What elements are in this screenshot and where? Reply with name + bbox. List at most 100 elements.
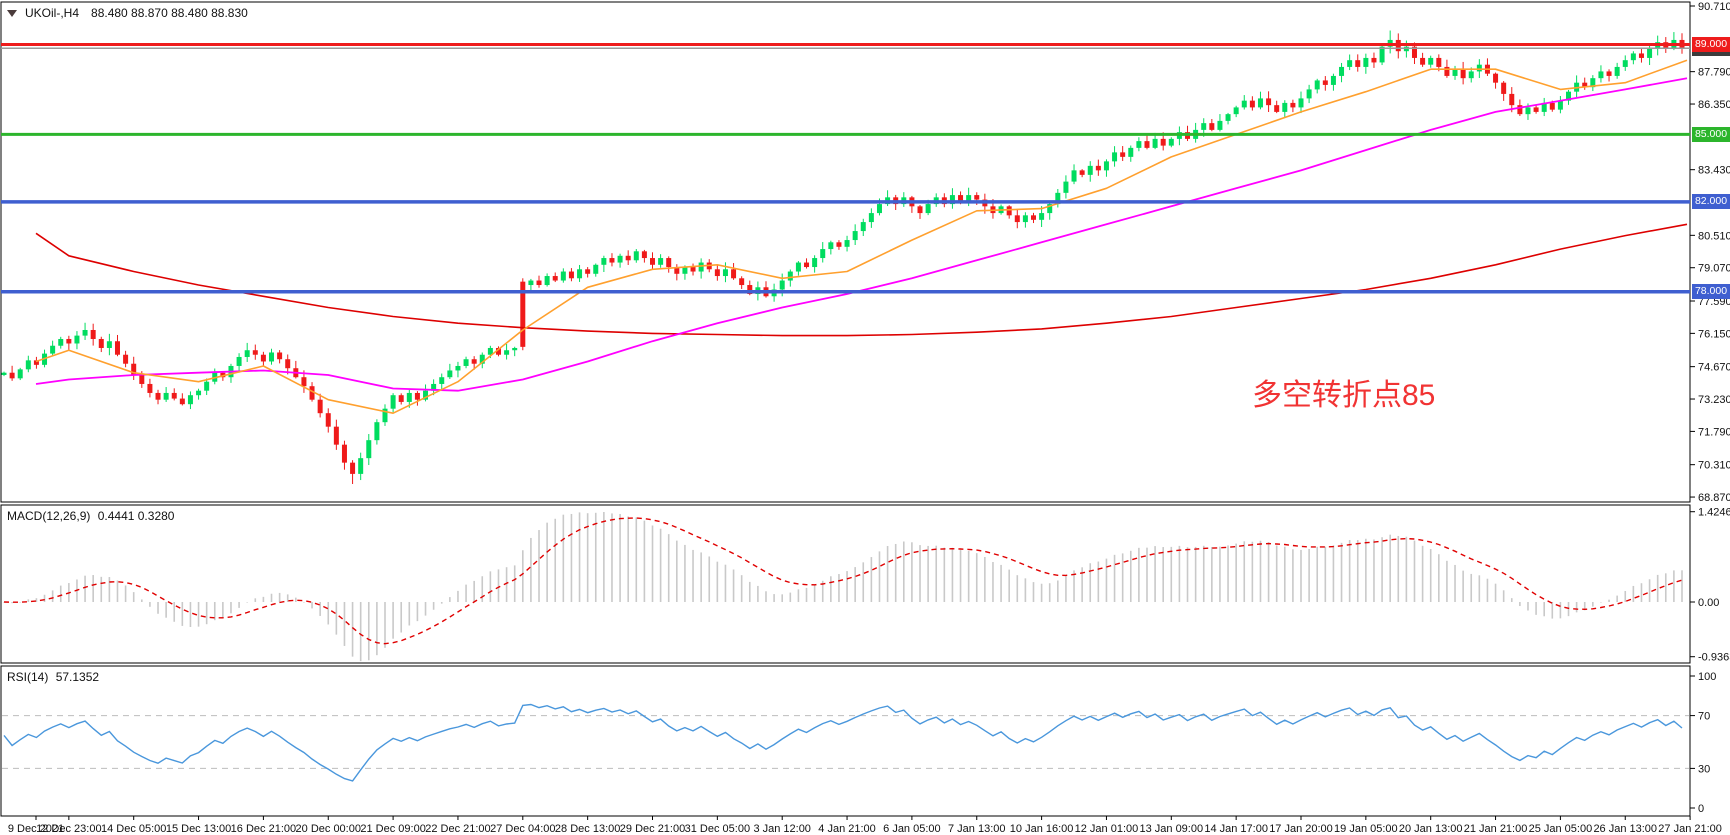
macd-histogram-bar (1129, 550, 1132, 602)
macd-histogram-bar (1048, 583, 1051, 602)
candle-body (1314, 80, 1320, 90)
macd-histogram-bar (1316, 546, 1319, 602)
ma-fast-orange-line (35, 59, 1688, 415)
macd-axis-label: 0.00 (1698, 597, 1719, 609)
candle-body (828, 242, 834, 250)
ma-slow-magenta-line (35, 77, 1688, 392)
macd-panel[interactable] (0, 504, 1691, 664)
macd-histogram-bar (84, 575, 86, 602)
candle-body (1079, 170, 1085, 175)
rsi-value: 57.1352 (55, 670, 100, 684)
macd-histogram-bar (821, 580, 824, 602)
macd-histogram-bar (254, 598, 257, 602)
rsi-panel[interactable] (0, 665, 1691, 817)
macd-histogram-bar (1065, 576, 1067, 602)
chart-annotation: 多空转折点85 (1252, 379, 1436, 412)
macd-histogram-bar (830, 576, 832, 602)
candle-body (698, 262, 704, 272)
macd-histogram-bar (692, 549, 694, 602)
macd-histogram-bar (173, 602, 176, 622)
macd-histogram-bar (27, 599, 30, 602)
candle-body (487, 347, 493, 355)
date-label: 4 Jan 21:00 (818, 823, 876, 835)
candle-body (447, 370, 453, 378)
macd-histogram-bar (846, 571, 848, 602)
macd-histogram-bar (1097, 561, 1100, 602)
date-label: 28 Dec 13:00 (555, 823, 620, 835)
symbol-collapse-arrow-icon[interactable] (7, 9, 17, 17)
macd-histogram-bar (141, 599, 143, 602)
candle-body (1128, 147, 1134, 157)
candle-body (439, 377, 445, 384)
candle-body (390, 395, 396, 409)
macd-histogram-bar (1551, 602, 1554, 619)
macd-histogram-bar (181, 602, 184, 626)
price-tick-label: 76.150 (1698, 328, 1730, 340)
date-label: 14 Dec 05:00 (101, 823, 166, 835)
candle-body (260, 354, 266, 362)
macd-histogram-bar (935, 545, 938, 602)
macd-histogram-bar (1202, 545, 1205, 602)
date-label: 25 Jan 05:00 (1529, 823, 1593, 835)
price-tick-label: 80.510 (1698, 230, 1730, 242)
candle-body (1322, 80, 1328, 85)
macd-histogram-bar (1632, 585, 1635, 602)
macd-histogram-bar (1324, 546, 1327, 602)
macd-histogram-bar (724, 564, 727, 602)
rsi-axis-label: 100 (1698, 671, 1716, 683)
candle-body (1241, 100, 1247, 108)
candle-body (949, 195, 955, 205)
macd-histogram-bar (1648, 579, 1651, 602)
candle-body (966, 195, 972, 202)
candle-body (463, 359, 469, 366)
macd-histogram-bar (1267, 542, 1270, 602)
macd-histogram-bar (449, 597, 451, 602)
candle-body (50, 345, 56, 354)
candle-body (804, 262, 810, 268)
macd-histogram-bar (870, 557, 873, 602)
candle-body (1063, 181, 1069, 193)
date-label: 16 Dec 21:00 (231, 823, 296, 835)
macd-histogram-bar (465, 584, 467, 602)
macd-histogram-bar (43, 594, 46, 602)
candle-body (958, 195, 964, 202)
macd-histogram-bar (586, 513, 589, 602)
candle-body (1201, 123, 1207, 130)
candle-body (1541, 102, 1547, 112)
candle-body (252, 350, 258, 355)
macd-histogram-bar (432, 602, 435, 610)
price-tick-label: 68.870 (1698, 492, 1730, 504)
macd-histogram-bar (1211, 547, 1213, 602)
candle-body (17, 369, 23, 379)
candle-body (74, 335, 80, 344)
candle-body (1525, 107, 1531, 115)
macd-histogram-bar (246, 602, 248, 603)
macd-histogram-bar (862, 562, 865, 602)
candle-body (641, 251, 647, 259)
price-tick-label: 79.070 (1698, 263, 1730, 275)
candle-body (155, 392, 161, 400)
macd-histogram-bar (1478, 575, 1481, 602)
macd-histogram-bar (902, 541, 905, 602)
macd-histogram-bar (343, 602, 346, 646)
macd-histogram-bar (894, 543, 897, 602)
date-label: 7 Jan 13:00 (948, 823, 1006, 835)
candle-body (269, 352, 275, 362)
macd-histogram-bar (327, 602, 330, 625)
date-label: 19 Jan 05:00 (1334, 823, 1398, 835)
date-label: 29 Dec 21:00 (620, 823, 685, 835)
candle-body (1298, 98, 1304, 108)
price-tick-label: 74.670 (1698, 362, 1730, 374)
macd-histogram-bar (1510, 598, 1513, 602)
main-chart-panel[interactable] (0, 1, 1691, 503)
macd-histogram-bar (303, 602, 305, 603)
candle-body (147, 383, 153, 393)
candle-body (731, 269, 737, 279)
candle-body (528, 280, 534, 286)
candle-body (1217, 120, 1223, 130)
candle-body (1339, 66, 1345, 76)
candle-body (1006, 206, 1012, 216)
candle-body (520, 281, 526, 347)
candle-body (58, 338, 64, 346)
candle-body (779, 280, 785, 290)
